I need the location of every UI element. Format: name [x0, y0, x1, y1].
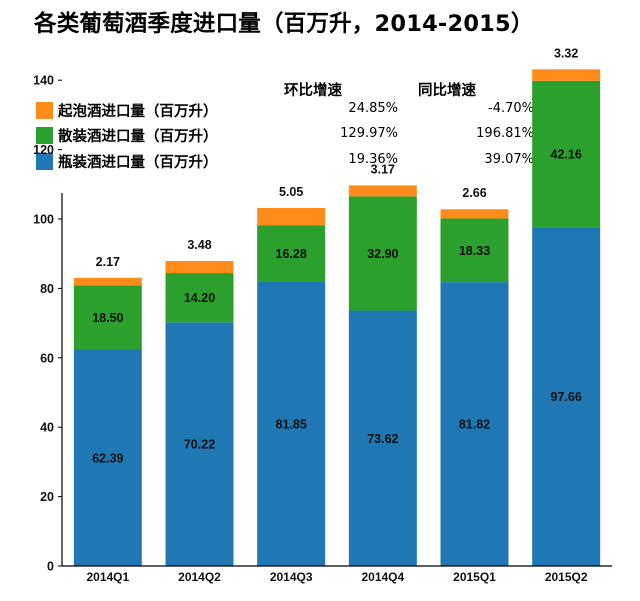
x-tick-label-2014q2: 2014Q2 — [178, 570, 221, 584]
bar-segment-2014q1-s2 — [73, 277, 142, 286]
legend-qoq-sparkling: 24.85% — [348, 101, 398, 116]
y-tick-label-60: 60 — [40, 351, 54, 365]
data-label-2014q4-s1: 32.90 — [367, 247, 398, 261]
legend-item-sparkling: 起泡酒进口量（百万升） 24.85% -4.70% — [36, 99, 596, 121]
data-label-2015q2-s2: 3.32 — [554, 46, 578, 60]
x-tick-label-2014q3: 2014Q3 — [270, 570, 313, 584]
x-tick-label-2015q1: 2015Q1 — [453, 570, 496, 584]
bar-segment-2014q4-s1 — [348, 196, 417, 311]
data-label-2014q4-s0: 73.62 — [367, 432, 398, 446]
data-label-2014q2-s1: 14.20 — [184, 291, 215, 305]
bar-segment-2014q3-s2 — [257, 207, 326, 226]
legend-yoy-bulk: 196.81% — [476, 126, 534, 141]
axes-group: 2014Q1 2014Q2 2014Q3 2014Q4 2015Q1 2015Q2 0 20 4… — [33, 74, 612, 584]
x-tick-label-2015q2: 2015Q2 — [545, 570, 588, 584]
chart-title: 各类葡萄酒季度进口量（百万升，2014-2015） — [34, 11, 534, 37]
legend-qoq-bulk: 129.97% — [340, 126, 398, 141]
legend-qoq-bottled: 19.36% — [348, 152, 398, 167]
legend-header-qoq: 环比增速 — [284, 83, 342, 99]
data-label-2015q1-s2: 2.66 — [462, 186, 486, 200]
data-label-2015q2-s0: 97.66 — [551, 390, 582, 404]
legend-swatch-bottled — [36, 153, 53, 170]
legend-label-sparkling: 起泡酒进口量（百万升） — [58, 104, 218, 120]
y-tick-label-20: 20 — [40, 490, 54, 504]
bar-segment-2015q1-s0 — [440, 282, 509, 566]
data-label-2014q1-s0: 62.39 — [92, 451, 123, 465]
bar-segment-2014q1-s0 — [73, 349, 142, 566]
legend-swatch-sparkling — [36, 102, 53, 119]
bar-segment-2015q2-s0 — [532, 227, 601, 566]
data-label-2014q2-s0: 70.22 — [184, 438, 215, 452]
bar-segment-2014q3-s0 — [257, 281, 326, 566]
y-tick-label-120: 120 — [33, 143, 54, 157]
x-tick-label-2014q4: 2014Q4 — [361, 570, 404, 584]
legend-yoy-sparkling: -4.70% — [488, 101, 534, 116]
bar-segment-2015q2-s1 — [532, 80, 601, 228]
data-label-2015q1-s0: 81.82 — [459, 418, 490, 432]
bar-segment-2015q1-s1 — [440, 218, 509, 283]
bar-segment-2014q2-s1 — [165, 273, 234, 323]
bar-segment-2014q1-s1 — [73, 285, 142, 350]
legend-label-bulk: 散装酒进口量（百万升） — [58, 129, 218, 145]
bar-segment-2014q4-s2 — [348, 185, 417, 197]
y-tick-label-80: 80 — [40, 282, 54, 296]
bar-segment-2015q1-s2 — [440, 209, 509, 219]
legend-item-bulk: 散装酒进口量（百万升） 129.97% 196.81% — [36, 124, 596, 146]
data-label-2014q4-s2: 3.17 — [371, 162, 395, 176]
legend-header-yoy: 同比增速 — [418, 83, 476, 99]
y-tick-label-100: 100 — [33, 213, 54, 227]
x-tick-label-2014q1: 2014Q1 — [86, 570, 129, 584]
bars-group: 62.39 18.50 2.17 70.22 14.20 3.48 81.85 16.28 5.… — [73, 46, 601, 566]
y-tick-label-40: 40 — [40, 421, 54, 435]
legend-swatch-bulk — [36, 127, 53, 144]
bar-segment-2014q2-s2 — [165, 260, 234, 274]
data-label-2014q3-s2: 5.05 — [279, 185, 303, 199]
data-label-2014q3-s1: 16.28 — [276, 247, 307, 261]
data-label-2015q1-s1: 18.33 — [459, 244, 490, 258]
data-label-2015q2-s1: 42.16 — [551, 147, 582, 161]
data-label-2014q2-s2: 3.48 — [187, 238, 211, 252]
bar-segment-2014q3-s1 — [257, 225, 326, 282]
data-label-2014q1-s2: 2.17 — [96, 255, 120, 269]
legend-yoy-bottled: 39.07% — [484, 152, 534, 167]
legend-item-bottled: 瓶装酒进口量（百万升） 19.36% 39.07% — [36, 150, 596, 172]
data-label-2014q3-s0: 81.85 — [276, 417, 307, 431]
bar-segment-2014q2-s0 — [165, 322, 234, 566]
legend-label-bottled: 瓶装酒进口量（百万升） — [58, 155, 218, 171]
bar-segment-2015q2-s2 — [532, 69, 601, 81]
bar-segment-2014q4-s0 — [348, 310, 417, 566]
legend: 环比增速 同比增速 起泡酒进口量（百万升） 24.85% -4.70% 散装酒进… — [0, 0, 640, 190]
y-tick-label-140: 140 — [33, 74, 54, 88]
data-label-2014q1-s1: 18.50 — [92, 311, 123, 325]
y-tick-label-0: 0 — [47, 560, 54, 574]
